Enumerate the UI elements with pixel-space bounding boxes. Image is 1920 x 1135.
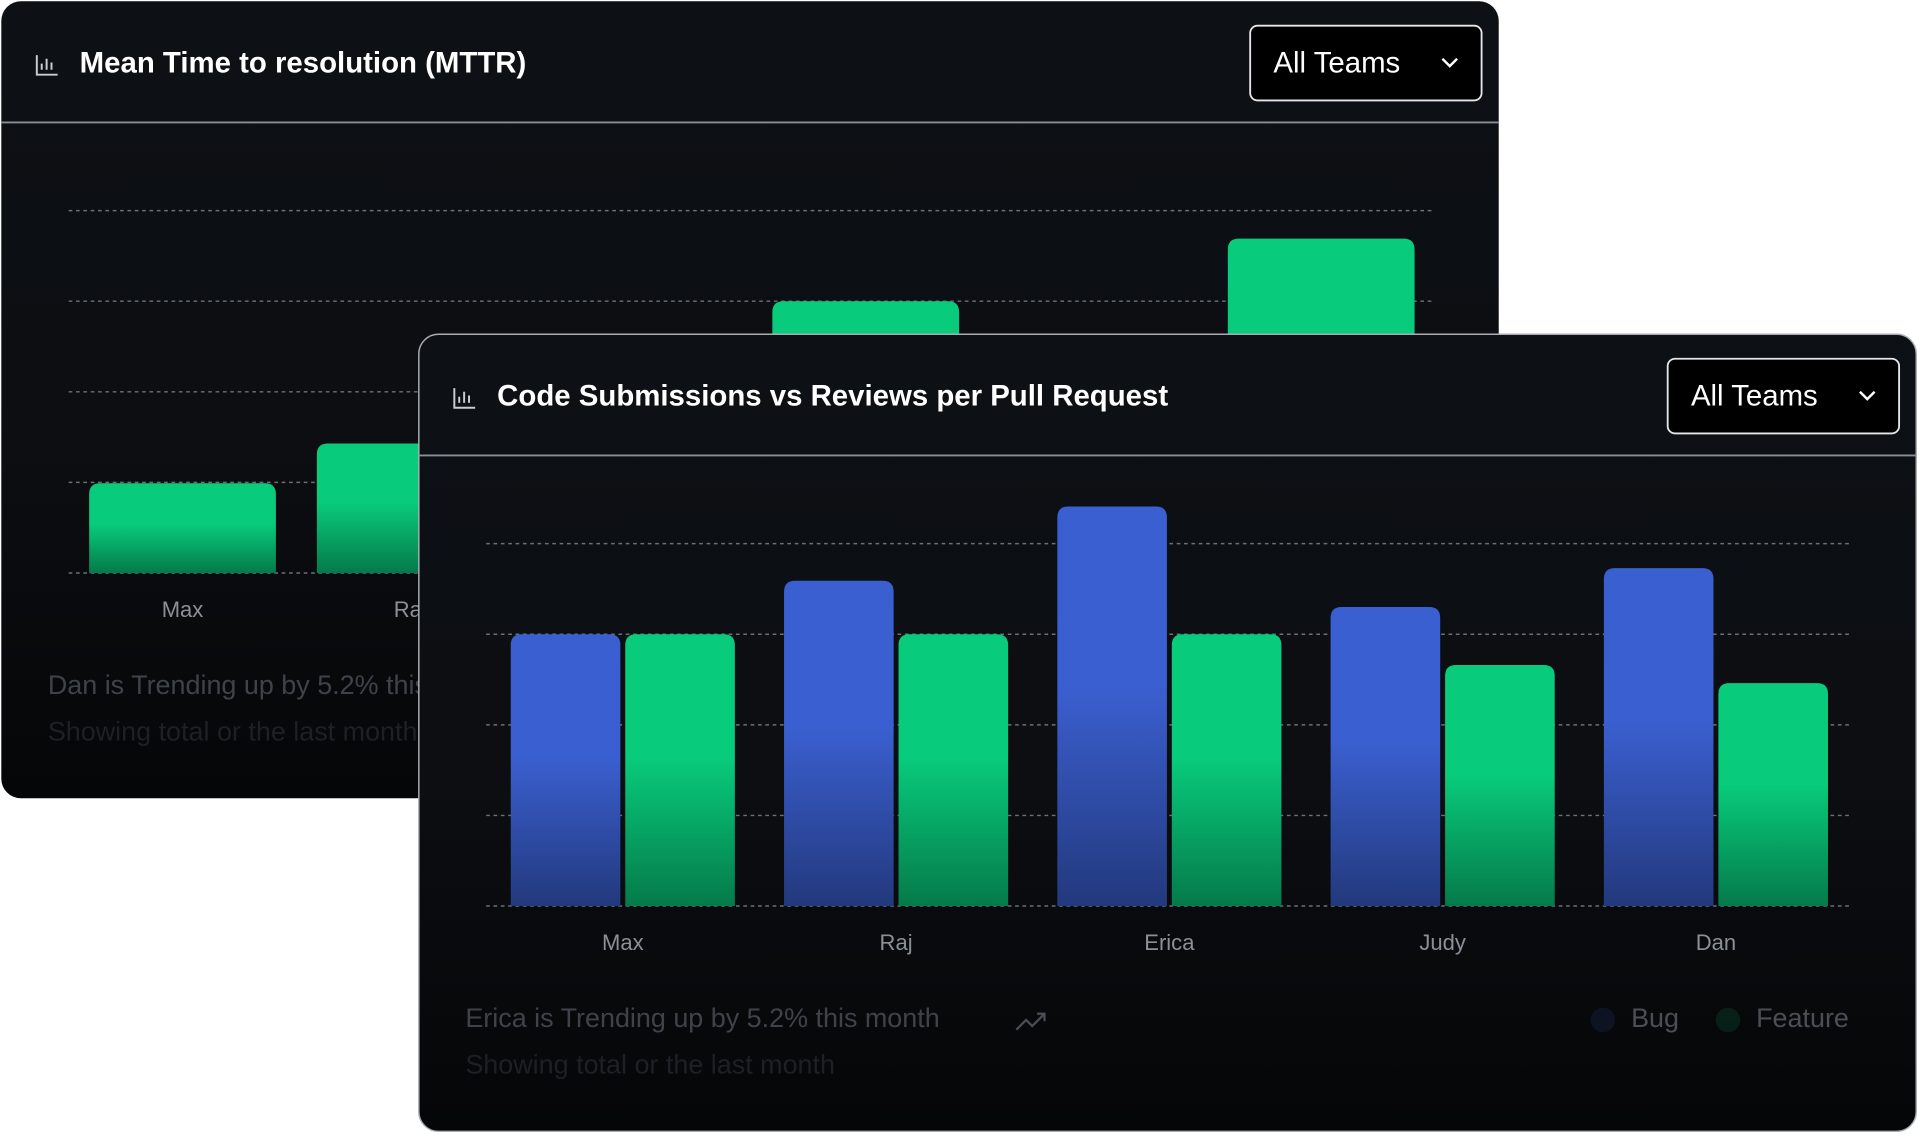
card-background [418, 333, 1917, 1133]
x-tick-label: Erica [1144, 930, 1195, 955]
bar [1171, 634, 1282, 907]
dropdown-label[interactable]: All Teams [1273, 47, 1400, 80]
bar [1603, 568, 1714, 907]
card: Code Submissions vs Reviews per Pull Req… [418, 333, 1917, 1133]
chart-icon [453, 388, 476, 409]
dropdown-label[interactable]: All Teams [1691, 380, 1818, 413]
bar [625, 634, 735, 907]
team-dropdown[interactable]: All Teams [1666, 357, 1901, 435]
bar [898, 634, 1009, 907]
card-title: Code Submissions vs Reviews per Pull Req… [497, 380, 1168, 413]
trend-icon [1015, 1012, 1046, 1031]
legend-swatch [1590, 1007, 1616, 1033]
bar [784, 580, 894, 907]
bar [1330, 607, 1441, 907]
x-tick-label: Max [162, 597, 204, 622]
bar [1718, 683, 1828, 907]
legend-swatch [1715, 1007, 1741, 1033]
trend-note: Erica is Trending up by 5.2% this month [465, 1003, 939, 1033]
x-tick-label: Judy [1419, 930, 1466, 955]
card-title: Mean Time to resolution (MTTR) [80, 47, 527, 80]
x-tick-label: Max [602, 930, 644, 955]
dropdown-chevron[interactable] [1441, 57, 1458, 68]
dropdown-box[interactable] [1666, 357, 1901, 435]
chart-icon [35, 55, 58, 76]
bar [1445, 665, 1555, 907]
legend-label: Bug [1631, 1003, 1679, 1033]
trend-subnote: Showing total or the last month [48, 717, 418, 747]
x-tick-label: Dan [1696, 930, 1736, 955]
trend-subnote: Showing total or the last month [465, 1050, 835, 1080]
team-dropdown[interactable]: All Teams [1249, 24, 1483, 102]
bar [510, 634, 621, 907]
bar [1057, 506, 1167, 907]
x-tick-label: Raj [880, 930, 913, 955]
dropdown-chevron[interactable] [1859, 390, 1876, 401]
bar [89, 483, 276, 574]
legend-label: Feature [1756, 1003, 1849, 1033]
dropdown-box[interactable] [1249, 24, 1483, 102]
